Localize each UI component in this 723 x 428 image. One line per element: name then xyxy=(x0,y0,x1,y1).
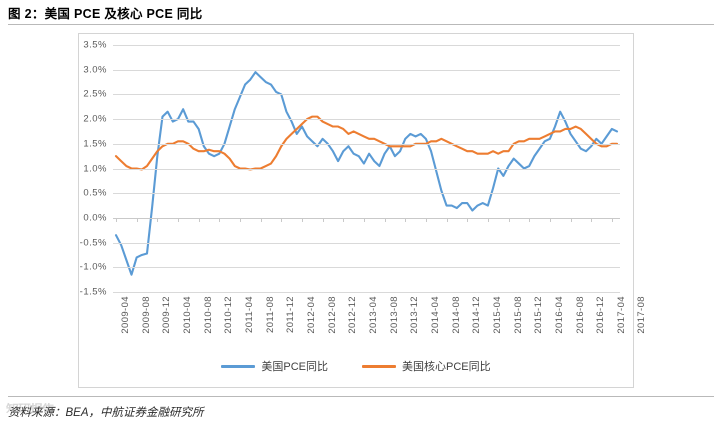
x-axis-tick xyxy=(467,217,469,222)
x-axis-tick xyxy=(260,217,262,222)
x-axis-tick-label: 2013-08 xyxy=(388,296,400,334)
x-axis-tick-label: 2014-12 xyxy=(471,296,483,334)
gridline: -1.5% xyxy=(80,287,620,298)
legend-label: 美国PCE同比 xyxy=(261,361,328,373)
x-axis-tick-label: 2009-08 xyxy=(140,296,152,334)
x-axis-tick xyxy=(384,217,386,222)
gridline: 2.0% xyxy=(83,114,620,125)
chart-legend: 美国PCE同比 美国核心PCE同比 xyxy=(78,358,634,374)
y-axis-tick-label: -0.5% xyxy=(79,237,107,249)
chart-frame xyxy=(78,33,634,388)
x-axis-labels: 2009-04 2009-08 2009-12 2010-04 2010-08 2010-… xyxy=(113,296,647,356)
x-axis-tick xyxy=(425,217,427,222)
y-axis-tick-label: 2.5% xyxy=(83,88,107,100)
x-axis-tick-label: 2012-08 xyxy=(326,296,338,334)
x-axis-tick-label: 2009-12 xyxy=(161,296,173,334)
legend-item[interactable]: 美国核心PCE同比 xyxy=(362,358,491,374)
x-axis-tick-label: 2013-04 xyxy=(367,296,379,334)
source-note: 资料来源：BEA，中航证券金融研究所 xyxy=(8,407,204,419)
gridline: 0.0% xyxy=(83,212,620,223)
y-axis-tick-label: -1.5% xyxy=(79,286,107,298)
title-divider xyxy=(8,24,714,25)
x-axis-tick-label: 2016-12 xyxy=(595,296,607,334)
x-axis-tick xyxy=(239,217,241,222)
x-axis-tick-label: 2016-04 xyxy=(553,296,565,334)
x-axis-tick xyxy=(363,217,365,222)
legend-label: 美国核心PCE同比 xyxy=(402,361,491,373)
x-axis-tick-label: 2015-08 xyxy=(512,296,524,334)
x-axis-tick-label: 2012-12 xyxy=(347,296,359,334)
page-title: 图 2：美国 PCE 及核心 PCE 同比 xyxy=(8,7,203,21)
gridline: 1.0% xyxy=(83,163,620,174)
gridline: 1.5% xyxy=(83,138,620,149)
y-axis-tick-label: 1.0% xyxy=(83,163,107,174)
x-axis-tick-label: 2012-04 xyxy=(305,296,317,334)
y-axis-tick-label: 0.5% xyxy=(83,187,107,199)
x-axis-tick xyxy=(198,217,200,222)
legend-item[interactable]: 美国PCE同比 xyxy=(221,358,328,374)
x-axis-tick xyxy=(116,217,117,222)
x-axis-tick xyxy=(343,217,345,222)
gridline: 0.5% xyxy=(83,188,620,199)
gridline: -1.0% xyxy=(80,262,620,273)
x-axis-tick xyxy=(487,217,489,222)
gridline: 3.5% xyxy=(83,40,620,51)
x-axis-tick xyxy=(301,217,303,222)
x-axis-tick-label: 2010-12 xyxy=(223,296,235,334)
x-axis-tick xyxy=(177,217,179,222)
y-axis-tick-label: 2.0% xyxy=(83,113,107,125)
x-axis-tick xyxy=(136,217,138,222)
x-axis-tick xyxy=(611,217,613,222)
x-axis-tick xyxy=(529,217,531,222)
chart-plot-area: 3.5% 3.0% 2.5% 2.0% 1.5% 1.0% 0.5% 0.0% -0.5% -1.… xyxy=(80,40,620,298)
gridline: -0.5% xyxy=(80,237,620,248)
x-axis-tick xyxy=(405,217,407,222)
chart-series-layer xyxy=(114,71,619,276)
source-divider xyxy=(8,396,714,397)
legend-swatch xyxy=(221,364,256,368)
x-axis-tick-label: 2011-04 xyxy=(243,296,255,333)
y-axis-tick-label: 0.0% xyxy=(83,212,107,224)
x-axis-tick-label: 2011-08 xyxy=(264,296,276,333)
x-axis-tick xyxy=(591,217,593,222)
y-axis-tick-label: 1.5% xyxy=(83,138,107,150)
gridline: 3.0% xyxy=(83,64,620,75)
x-axis-tick-label: 2014-08 xyxy=(450,296,462,334)
x-axis-tick xyxy=(281,217,283,222)
series-line xyxy=(114,115,619,171)
y-axis-tick-label: -1.0% xyxy=(79,261,107,273)
x-axis-tick xyxy=(322,217,324,222)
x-axis-tick-label: 2010-08 xyxy=(202,296,214,334)
gridline: 2.5% xyxy=(83,89,620,100)
x-axis-tick-label: 2015-04 xyxy=(491,296,503,334)
x-axis-tick xyxy=(570,217,572,222)
x-axis-tick xyxy=(219,217,221,222)
x-axis-tick-label: 2010-04 xyxy=(181,296,193,334)
x-axis-tick-label: 2015-12 xyxy=(533,296,545,334)
x-axis-tick-label: 2009-04 xyxy=(120,296,131,334)
x-axis-tick xyxy=(508,217,510,222)
series-line xyxy=(114,71,619,276)
x-axis-tick xyxy=(446,217,448,222)
x-axis-tick-label: 2013-12 xyxy=(409,296,421,334)
x-axis-tick xyxy=(549,217,551,222)
y-axis-tick-label: 3.5% xyxy=(83,39,107,51)
x-axis-tick-label: 2017-08 xyxy=(636,296,648,334)
x-axis-tick-label: 2011-12 xyxy=(285,296,297,333)
x-axis-tick-label: 2016-08 xyxy=(574,296,586,334)
x-axis-tick xyxy=(157,217,159,222)
y-axis-tick-label: 3.0% xyxy=(83,64,107,76)
x-axis-tick-label: 2017-04 xyxy=(615,296,627,334)
x-axis-tick-label: 2014-04 xyxy=(429,296,441,334)
legend-swatch xyxy=(362,364,396,368)
